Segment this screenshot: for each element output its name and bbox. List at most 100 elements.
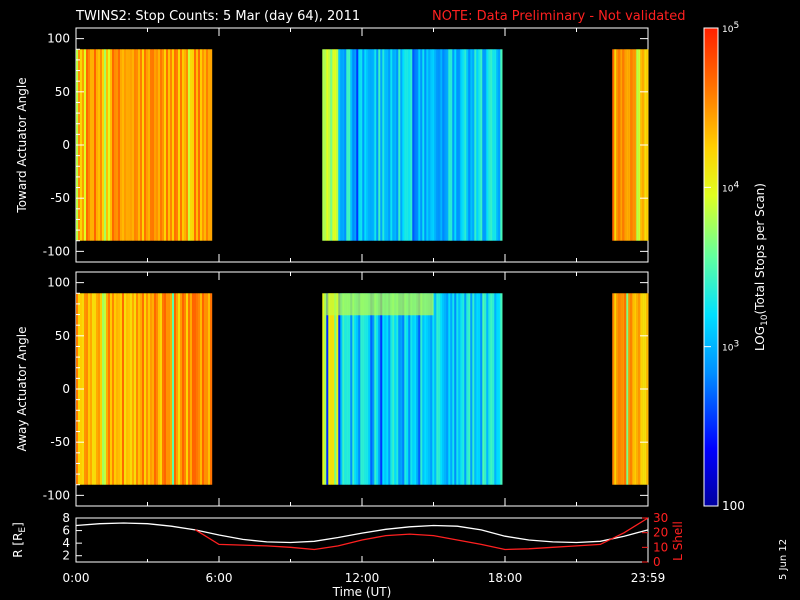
toward-heat-column [422,49,425,241]
away-heat-column [472,293,475,485]
away-heat-column [440,293,443,485]
toward-heat-column [616,49,619,241]
away-heat-column [152,293,155,485]
toward-segment-0 [76,49,213,241]
away-heat-column [116,293,119,485]
away-panel: 100 50 0 -50 -100 Away Actuator Angle [15,271,649,507]
time-tick-label: 6:00 [206,571,233,585]
away-heat-column [112,293,115,485]
away-heat-column [612,293,615,485]
away-heat-column [460,293,463,485]
toward-heat-column [442,49,445,241]
away-heat-column [134,293,137,485]
away-heat-column [396,293,399,485]
away-heat-column [458,293,461,485]
toward-heat-column [128,49,131,241]
away-heat-column [376,293,379,485]
away-heat-column [500,293,503,485]
colorbar-tick-label: 100 [722,499,745,513]
lshell-tick-label: 20 [653,526,668,540]
toward-heat-column [418,49,421,241]
toward-heat-column [470,49,473,241]
away-heat-column [202,293,205,485]
away-heat-column [622,293,625,485]
colorbar-tick-label: 103 [722,340,739,354]
away-heat-column [616,293,619,485]
away-heat-column [464,293,467,485]
away-heat-column [370,293,373,485]
toward-heat-column [124,49,127,241]
away-heat-column [488,293,491,485]
away-heat-column [114,293,117,485]
toward-panel: 100 50 0 -50 -100 Toward Actuator Angle [15,27,649,263]
away-heat-column [496,293,499,485]
away-heat-column [474,293,477,485]
away-heat-column [138,293,141,485]
toward-heat-column [134,49,137,241]
r-tick-label: 8 [62,511,70,525]
time-tick-label: 12:00 [345,571,380,585]
away-heat-column [372,293,375,485]
toward-heat-column [178,49,181,241]
toward-heat-column [148,49,151,241]
toward-heat-column [636,49,639,241]
away-heat-column [492,293,495,485]
toward-heat-column [166,49,169,241]
toward-heat-column [176,49,179,241]
away-heat-column [430,293,433,485]
toward-heat-column [112,49,115,241]
away-heat-column [84,293,87,485]
away-heat-column [478,293,481,485]
toward-heat-column [322,49,325,241]
away-y-tick-label: 50 [55,329,70,343]
toward-heat-column [618,49,621,241]
away-heat-column [210,293,213,485]
away-heat-column [86,293,89,485]
toward-heat-column [478,49,481,241]
away-heat-column [378,293,381,485]
away-heat-column [326,293,329,485]
away-heat-column [180,293,183,485]
away-heat-column [328,293,331,485]
away-heat-column [386,293,389,485]
toward-heat-column [632,49,635,241]
toward-heat-column [344,49,347,241]
toward-heat-column [410,49,413,241]
toward-heat-column [150,49,153,241]
toward-heat-column [106,49,109,241]
r-tick-label: 4 [62,536,70,550]
toward-heat-column [462,49,465,241]
away-heat-column [184,293,187,485]
toward-heat-column [412,49,415,241]
toward-heat-column [394,49,397,241]
toward-heat-column [480,49,483,241]
away-heat-column [638,293,641,485]
toward-heat-column [146,49,149,241]
away-heat-column [338,293,341,485]
away-heat-column [110,293,113,485]
away-y-axis: 100 50 0 -50 -100 [43,272,649,506]
away-heat-column [486,293,489,485]
away-heat-column [446,293,449,485]
toward-heat-column [204,49,207,241]
toward-heat-column [156,49,159,241]
toward-heat-column [486,49,489,241]
toward-heat-column [414,49,417,241]
toward-heat-column [374,49,377,241]
orbit-lines [75,517,649,551]
away-heat-column [484,293,487,485]
away-heat-column [428,293,431,485]
away-heat-column [128,293,131,485]
away-heat-column [436,293,439,485]
toward-heat-column [164,49,167,241]
away-heat-column [380,293,383,485]
away-heat-column [468,293,471,485]
toward-heat-column [348,49,351,241]
toward-heat-column [92,49,95,241]
toward-heat-column [424,49,427,241]
away-heat-column [108,293,111,485]
